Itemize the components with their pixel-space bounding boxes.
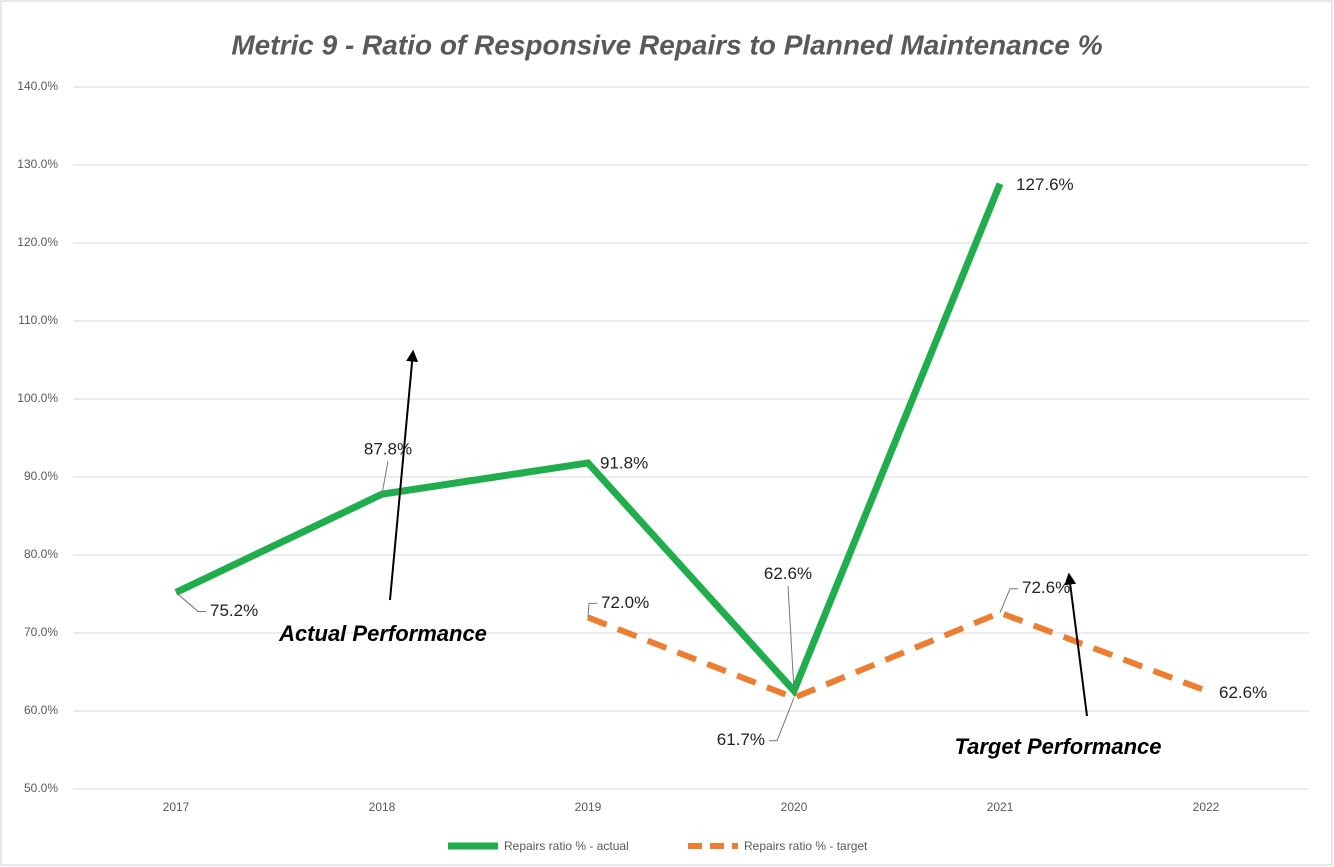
leader-line: [587, 602, 597, 618]
annotation-arrow: [1064, 572, 1088, 717]
leader-line: [999, 588, 1018, 613]
data-label: 127.6%: [1016, 175, 1074, 194]
data-label: 72.6%: [1022, 578, 1070, 597]
series-line: [586, 609, 1208, 701]
series-line: [174, 182, 1004, 698]
y-tick-label: 140.0%: [17, 79, 58, 93]
y-tick-label: 120.0%: [17, 235, 58, 249]
y-tick-label: 80.0%: [24, 547, 58, 561]
x-tick-label: 2020: [781, 800, 808, 814]
annotation-arrow: [389, 349, 419, 601]
x-tick-label: 2017: [163, 800, 190, 814]
annotation: Target Performance: [954, 734, 1161, 759]
y-tick-label: 100.0%: [17, 391, 58, 405]
annotation: Actual Performance: [278, 621, 487, 646]
leader-line: [769, 697, 795, 742]
data-label: 62.6%: [1219, 683, 1267, 702]
y-tick-label: 60.0%: [24, 703, 58, 717]
data-label: 91.8%: [600, 453, 648, 472]
leader-line: [381, 461, 389, 495]
leader-line: [175, 592, 206, 612]
data-label: 87.8%: [364, 440, 412, 459]
x-tick-label: 2018: [369, 800, 396, 814]
data-label: 72.0%: [601, 593, 649, 612]
data-label: 61.7%: [717, 730, 765, 749]
data-label: 62.6%: [764, 564, 812, 583]
x-tick-label: 2019: [575, 800, 602, 814]
y-tick-label: 130.0%: [17, 157, 58, 171]
x-tick-label: 2021: [987, 800, 1014, 814]
chart-title: Metric 9 - Ratio of Responsive Repairs t…: [231, 29, 1102, 60]
legend-label: Repairs ratio % - actual: [504, 839, 629, 853]
y-tick-label: 70.0%: [24, 625, 58, 639]
legend-label: Repairs ratio % - target: [744, 839, 868, 853]
data-label: 75.2%: [210, 601, 258, 620]
x-tick-label: 2022: [1193, 800, 1220, 814]
y-tick-label: 50.0%: [24, 781, 58, 795]
y-tick-label: 110.0%: [18, 313, 58, 327]
leader-line: [787, 585, 795, 691]
y-tick-label: 90.0%: [24, 469, 58, 483]
